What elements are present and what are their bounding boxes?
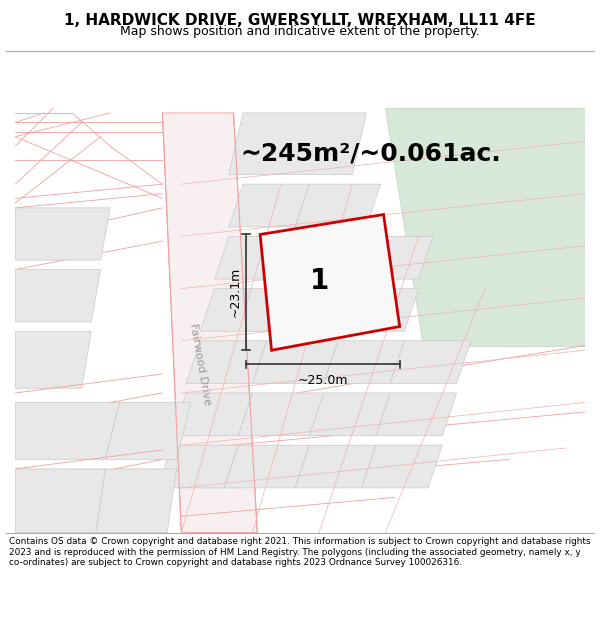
Polygon shape (186, 341, 267, 384)
Text: Contains OS data © Crown copyright and database right 2021. This information is : Contains OS data © Crown copyright and d… (9, 537, 590, 567)
Polygon shape (229, 184, 310, 227)
Polygon shape (158, 445, 238, 488)
Polygon shape (238, 393, 324, 436)
Polygon shape (172, 393, 253, 436)
Polygon shape (106, 402, 191, 459)
Polygon shape (295, 445, 376, 488)
Polygon shape (324, 341, 404, 384)
Polygon shape (376, 393, 457, 436)
Polygon shape (15, 269, 101, 322)
Polygon shape (96, 469, 176, 532)
Text: Fairwood Drive: Fairwood Drive (188, 322, 212, 406)
Text: 1: 1 (310, 268, 329, 296)
Polygon shape (281, 236, 367, 279)
Polygon shape (200, 289, 281, 331)
Text: 1, HARDWICK DRIVE, GWERSYLLT, WREXHAM, LL11 4FE: 1, HARDWICK DRIVE, GWERSYLLT, WREXHAM, L… (64, 12, 536, 28)
Polygon shape (385, 108, 585, 346)
Polygon shape (215, 236, 295, 279)
Polygon shape (390, 341, 471, 384)
Polygon shape (15, 469, 106, 532)
Polygon shape (310, 393, 390, 436)
Polygon shape (267, 289, 352, 331)
Polygon shape (229, 113, 367, 174)
Polygon shape (224, 445, 310, 488)
Text: Map shows position and indicative extent of the property.: Map shows position and indicative extent… (120, 26, 480, 39)
Polygon shape (260, 214, 400, 350)
Polygon shape (338, 289, 419, 331)
Polygon shape (253, 341, 338, 384)
Text: ~23.1m: ~23.1m (228, 268, 241, 318)
Polygon shape (15, 208, 110, 260)
Text: ~25.0m: ~25.0m (298, 374, 348, 387)
Polygon shape (362, 445, 442, 488)
Polygon shape (15, 402, 119, 459)
Polygon shape (352, 236, 433, 279)
Text: ~245m²/~0.061ac.: ~245m²/~0.061ac. (241, 142, 502, 166)
Polygon shape (15, 331, 91, 388)
Polygon shape (163, 113, 257, 532)
Polygon shape (295, 184, 380, 227)
